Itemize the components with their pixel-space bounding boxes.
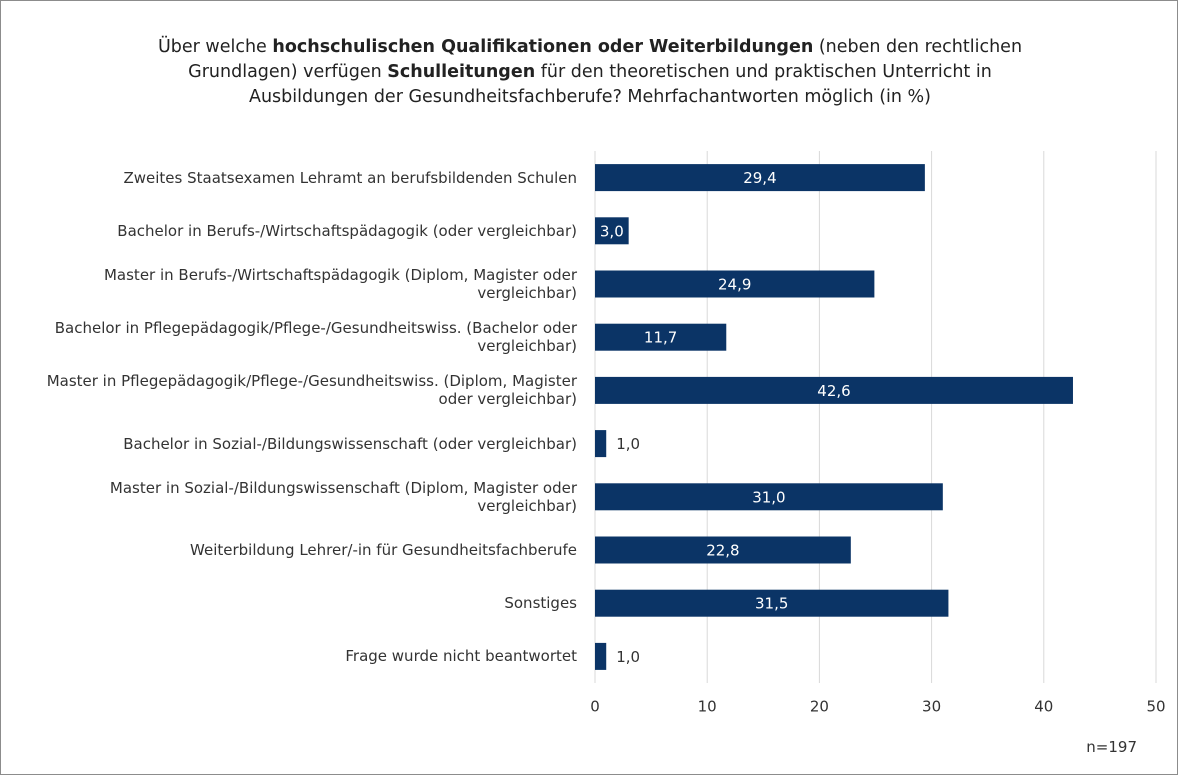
bar [595,270,875,298]
bar [595,323,727,351]
bar [595,642,607,670]
category-label: Master in Sozial-/Bildungswissenschaft (… [109,478,577,515]
x-tick-label: 40 [1034,698,1053,716]
value-label: 31,5 [755,595,788,613]
value-label: 22,8 [706,542,739,560]
bar [595,164,925,192]
value-label: 31,0 [752,488,785,506]
title-run: hochschulischen Qualifikationen oder Wei… [272,37,814,57]
value-label: 11,7 [644,329,677,347]
bar [595,483,943,511]
title-run: Über welche [157,37,273,57]
value-label: 1,0 [616,435,640,453]
value-label: 24,9 [718,276,751,294]
chart-title: Über welche hochschulischen Qualifikatio… [135,35,1045,110]
bar [595,536,851,564]
bar [595,217,629,245]
annotation: n=197 [1086,738,1137,756]
title-run: für den theoretischen und praktischen Un… [248,62,992,107]
category-label: Sonstiges [504,594,577,613]
x-tick-label: 0 [590,698,600,716]
category-label: Bachelor in Sozial-/Bildungswissenschaft… [123,434,577,453]
value-label: 42,6 [817,382,850,400]
title-run: Schulleitungen [387,62,536,82]
x-tick-label: 10 [698,698,717,716]
category-label: Master in Berufs-/Wirtschaftspädagogik (… [103,266,577,302]
category-label: Bachelor in Berufs-/Wirtschaftspädagogik… [117,221,577,240]
title-run: (neben den rechtlichen Grundlagen) verfü… [188,37,1023,82]
bar [595,430,607,458]
category-label: Weiterbildung Lehrer/-in für Gesundheits… [190,541,577,559]
value-label: 1,0 [616,648,640,666]
value-label: 3,0 [600,222,624,240]
category-label: Bachelor in Pflegepädagogik/Pflege-/Gesu… [54,319,577,356]
category-label: Zweites Staatsexamen Lehramt an berufsbi… [123,168,577,187]
category-label: Master in Pflegepädagogik/Pflege-/Gesund… [46,372,577,409]
x-tick-label: 30 [922,698,941,716]
value-label: 29,4 [743,169,776,187]
category-label: Frage wurde nicht beantwortet [345,647,577,666]
bar [595,376,1073,404]
x-tick-label: 50 [1146,698,1165,716]
x-tick-label: 20 [810,698,829,716]
bar [595,589,949,617]
